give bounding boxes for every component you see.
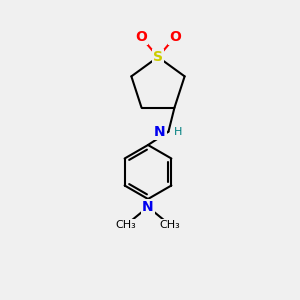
Text: O: O	[169, 30, 181, 44]
Text: N: N	[142, 200, 154, 214]
Text: O: O	[135, 30, 147, 44]
Text: CH₃: CH₃	[160, 220, 180, 230]
Text: N: N	[154, 125, 166, 139]
Text: H: H	[173, 127, 182, 137]
Text: S: S	[153, 50, 163, 64]
Text: CH₃: CH₃	[116, 220, 136, 230]
